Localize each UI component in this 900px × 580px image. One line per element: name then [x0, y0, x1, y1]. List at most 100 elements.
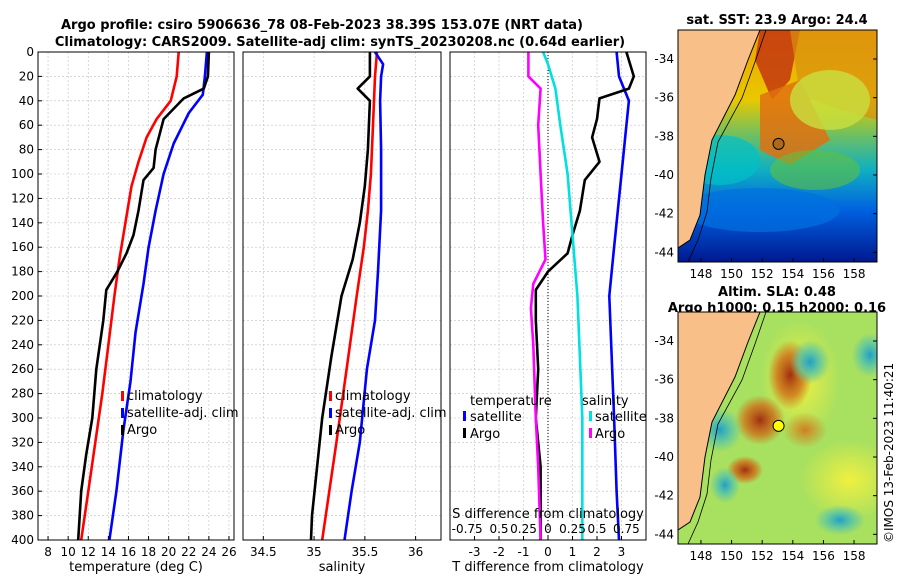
- x-tick-label: -1: [518, 545, 530, 559]
- y-tick-label: 80: [19, 143, 34, 157]
- x-tick-label: 24: [201, 545, 216, 559]
- legend-salinity-title: salinity: [582, 394, 629, 409]
- y-tick-label: 240: [11, 338, 34, 352]
- temperature-series-climatology: [79, 51, 180, 541]
- legend-swatch: [589, 428, 592, 438]
- y-tick-label: 280: [11, 387, 34, 401]
- legend-swatch: [329, 408, 332, 418]
- map-y-tick-label: -38: [654, 129, 674, 143]
- map-x-tick-label: 148: [690, 549, 713, 563]
- secondary-xlabel: S difference from climatology: [452, 507, 644, 522]
- temperature-series-argo: [76, 51, 211, 541]
- map-x-tick-label: 152: [751, 549, 774, 563]
- x-tick-label: -2: [493, 545, 505, 559]
- legend-swatch: [121, 391, 124, 401]
- sst-map-image: [678, 30, 877, 262]
- salinity-grid: [243, 51, 441, 541]
- y-tick-label: 120: [11, 191, 34, 205]
- map-x-tick-label: 154: [781, 267, 804, 281]
- map-y-tick-label: -40: [654, 450, 674, 464]
- sla-map-title-line1: Altim. SLA: 0.48: [718, 285, 836, 300]
- y-tick-label: 220: [11, 313, 34, 327]
- map-y-tick-label: -40: [654, 168, 674, 182]
- legend-swatch: [589, 411, 592, 421]
- y-tick-label: 400: [11, 533, 34, 547]
- figure-title-line1: Argo profile: csiro 5906636_78 08-Feb-20…: [61, 18, 583, 33]
- map-y-tick-label: -34: [654, 334, 674, 348]
- sst-map-title: sat. SST: 23.9 Argo: 24.4: [686, 13, 867, 28]
- salinity-panel: 34.5 35 35.5 36 salinity climatology satellite…: [242, 51, 447, 575]
- x-tick-label: 12: [81, 545, 96, 559]
- legend-swatch: [329, 391, 332, 401]
- legend-label: Argo: [127, 423, 157, 438]
- sst-map-panel: sat. SST: 23.9 Argo: 24.4 148 150 152 154 15…: [654, 13, 878, 281]
- legend-swatch: [463, 428, 466, 438]
- sla-map-panel: Altim. SLA: 0.48 Argo h1000: 0.15 h2000:…: [654, 285, 886, 563]
- map-y-tick-label: -42: [654, 207, 674, 221]
- y-tick-label: 20: [19, 69, 34, 83]
- map-y-tick-label: -36: [654, 373, 674, 387]
- sla-map-image: [678, 312, 877, 544]
- secondary-tick-label: 0.5: [587, 522, 606, 536]
- salinity-frame: [242, 51, 442, 541]
- x-tick-label: 14: [101, 545, 116, 559]
- x-tick-label: 8: [44, 545, 52, 559]
- x-tick-label: 26: [221, 545, 236, 559]
- x-tick-label: 20: [161, 545, 176, 559]
- y-tick-label: 260: [11, 362, 34, 376]
- map-y-tick-label: -34: [654, 52, 674, 66]
- x-tick-label: 36: [408, 545, 423, 559]
- sla-argo-marker: [772, 419, 785, 432]
- legend-swatch: [121, 425, 124, 435]
- y-tick-label: 140: [11, 216, 34, 230]
- difference-series-temperature-argo: [534, 51, 636, 540]
- map-x-tick-label: 158: [843, 267, 866, 281]
- x-tick-label: 3: [618, 545, 626, 559]
- map-x-tick-label: 156: [812, 549, 835, 563]
- x-tick-label: 18: [141, 545, 156, 559]
- sst-map-axes: 148 150 152 154 156 158 -34 -36 -38 -40 -42 -44: [654, 52, 877, 281]
- y-tick-label: 320: [11, 435, 34, 449]
- legend-label: climatology: [335, 389, 411, 404]
- difference-panel: -3 -2 -1 0 1 2 3T difference from climatology t…: [449, 51, 647, 575]
- map-x-tick-label: 158: [843, 549, 866, 563]
- secondary-tick-label: 0.25: [510, 522, 537, 536]
- imos-watermark: ©IMOS 13-Feb-2023 11:40:21: [882, 363, 896, 543]
- salinity-series-satellite-adj-clim: [343, 51, 385, 541]
- difference-series-temperature-satellite: [607, 51, 631, 541]
- y-tick-label: 40: [19, 94, 34, 108]
- map-x-tick-label: 150: [720, 549, 743, 563]
- x-tick-label: 34.5: [250, 545, 277, 559]
- temperature-xlabel: temperature (deg C): [69, 560, 203, 575]
- legend-label: Argo: [335, 423, 365, 438]
- difference-xlabel: T difference from climatology: [451, 560, 644, 575]
- secondary-tick-label: 0.25: [559, 522, 586, 536]
- secondary-tick-label: 0.75: [613, 522, 640, 536]
- map-y-tick-label: -36: [654, 91, 674, 105]
- x-tick-label: 16: [121, 545, 136, 559]
- legend-swatch: [121, 408, 124, 418]
- legend-label: Argo: [595, 427, 625, 442]
- x-tick-label: -3: [469, 545, 481, 559]
- map-y-tick-label: -42: [654, 489, 674, 503]
- map-x-tick-label: 148: [690, 267, 713, 281]
- y-tick-label: 180: [11, 265, 34, 279]
- legend-label: satellite: [595, 410, 647, 425]
- map-x-tick-label: 154: [781, 549, 804, 563]
- x-tick-label: 35.5: [351, 545, 378, 559]
- map-y-tick-label: -44: [654, 245, 674, 259]
- x-tick-label: 22: [181, 545, 196, 559]
- legend-label: satellite-adj. clim: [335, 406, 447, 421]
- figure-title-line2: Climatology: CARS2009. Satellite-adj cli…: [55, 35, 625, 50]
- legend-label: satellite-adj. clim: [127, 406, 239, 421]
- salinity-xlabel: salinity: [319, 560, 366, 575]
- legend-swatch: [329, 425, 332, 435]
- y-tick-label: 360: [11, 484, 34, 498]
- legend-label: Argo: [470, 427, 500, 442]
- y-tick-label: 160: [11, 240, 34, 254]
- legend-label: climatology: [127, 389, 203, 404]
- map-x-tick-label: 150: [720, 267, 743, 281]
- salinity-series-climatology: [320, 51, 379, 541]
- secondary-tick-label: -0.75: [452, 522, 483, 536]
